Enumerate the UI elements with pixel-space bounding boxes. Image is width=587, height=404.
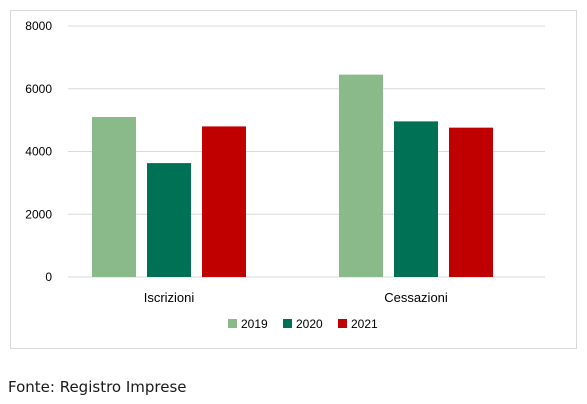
bar-cessazioni-2019 xyxy=(339,74,383,277)
legend-swatch-2019 xyxy=(228,319,237,328)
legend-swatch-2020 xyxy=(283,319,292,328)
category-label: Cessazioni xyxy=(384,290,448,305)
x-axis-category-labels: Iscrizioni Cessazioni xyxy=(144,290,448,305)
y-axis-tick-labels: 0 2000 4000 6000 8000 xyxy=(25,19,52,284)
y-tick-label: 2000 xyxy=(25,207,52,221)
y-tick-label: 6000 xyxy=(25,82,52,96)
legend-label-2019: 2019 xyxy=(241,317,268,331)
legend-label-2021: 2021 xyxy=(351,317,378,331)
source-note: Fonte: Registro Imprese xyxy=(8,378,187,396)
bar-iscrizioni-2020 xyxy=(147,163,191,277)
bar-cessazioni-2020 xyxy=(394,121,438,277)
bar-cessazioni-2021 xyxy=(449,127,493,277)
bars xyxy=(92,74,493,278)
bar-iscrizioni-2019 xyxy=(92,116,136,277)
legend-swatch-2021 xyxy=(338,319,347,328)
legend-label-2020: 2020 xyxy=(296,317,323,331)
bar-iscrizioni-2021 xyxy=(202,126,246,278)
y-tick-label: 0 xyxy=(45,270,52,284)
category-label: Iscrizioni xyxy=(144,290,195,305)
y-tick-label: 4000 xyxy=(25,145,52,159)
y-tick-label: 8000 xyxy=(25,19,52,33)
legend: 2019 2020 2021 xyxy=(228,317,378,331)
